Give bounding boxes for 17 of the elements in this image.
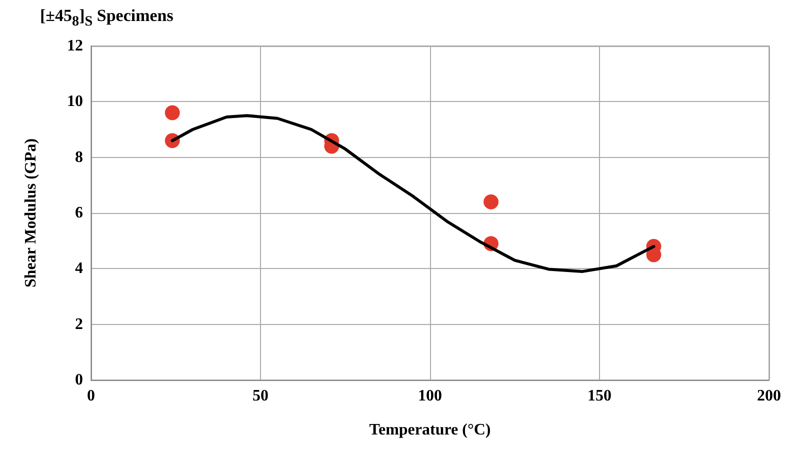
x-tick-label: 0 xyxy=(87,388,95,404)
chart-title: [±45$_{8}$]$_{S}$ Specimens xyxy=(40,6,174,30)
x-tick-label: 50 xyxy=(252,388,268,404)
point xyxy=(484,194,499,210)
y-axis-title: Shear Modulus (GPa) xyxy=(22,138,40,288)
x-tick-label: 150 xyxy=(588,388,612,404)
y-tick-label: 10 xyxy=(67,93,83,110)
y-tick-label: 2 xyxy=(75,316,83,333)
y-tick-label: 0 xyxy=(75,372,83,388)
y-tick-label: 6 xyxy=(75,204,83,222)
point xyxy=(164,105,180,120)
y-tick-label: 12 xyxy=(67,38,83,54)
y-tick-label: 4 xyxy=(75,260,83,278)
x-tick-label: 100 xyxy=(418,388,442,404)
x-tick-label: 200 xyxy=(757,388,781,404)
x-axis-title: Temperature (°C) xyxy=(369,422,491,438)
y-tick-label: 8 xyxy=(75,148,83,166)
